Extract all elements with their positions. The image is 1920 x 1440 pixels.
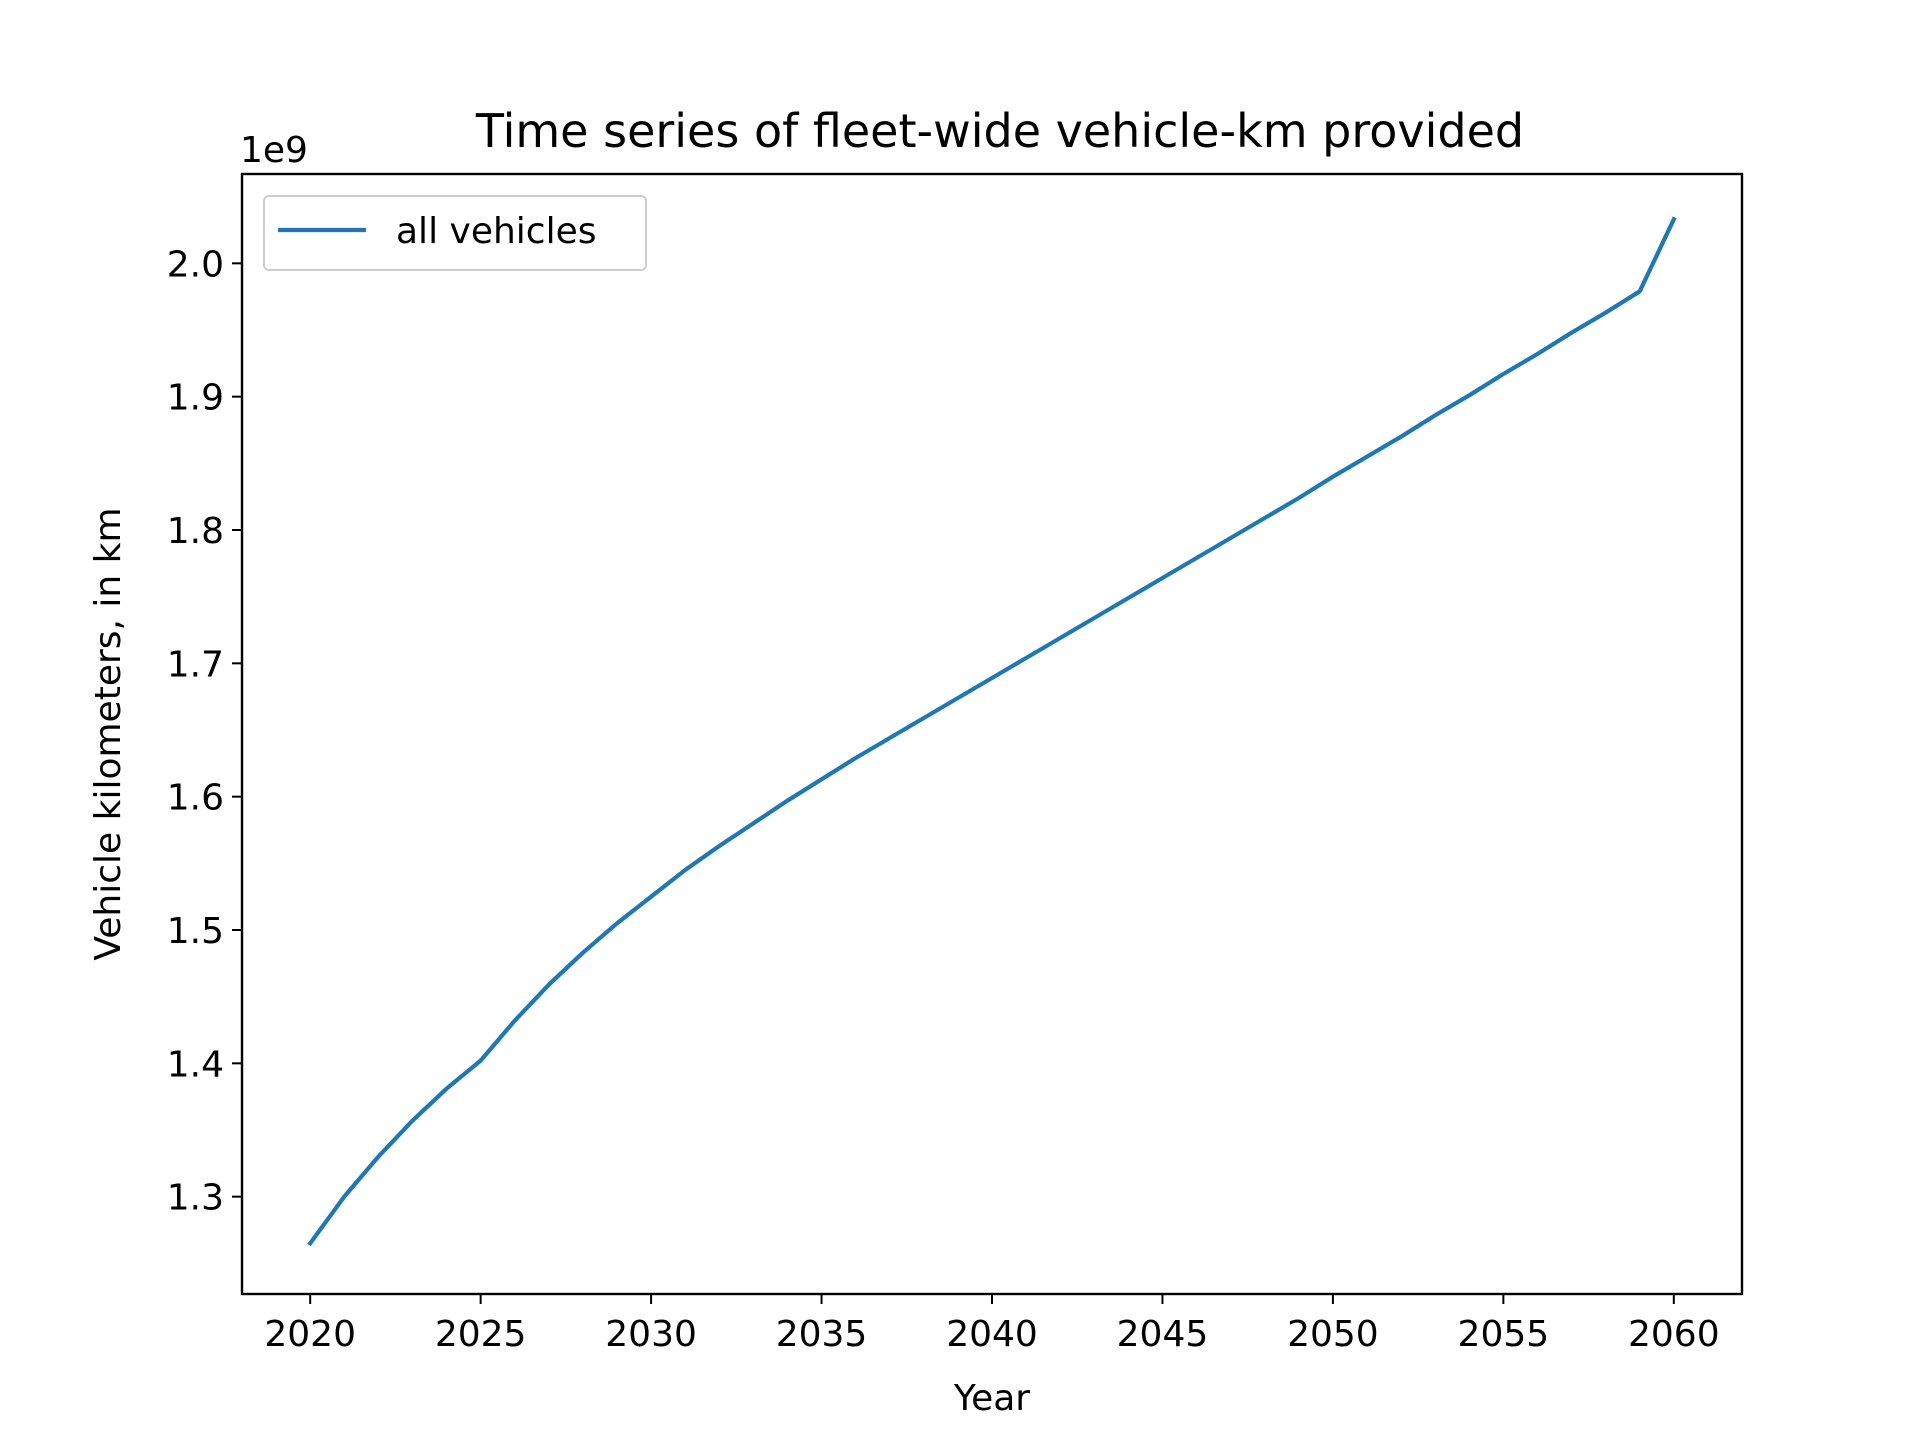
x-tick-label: 2025	[435, 1314, 527, 1355]
x-tick-label: 2050	[1287, 1314, 1379, 1355]
x-tick-label: 2055	[1458, 1314, 1550, 1355]
chart-title: Time series of fleet-wide vehicle-km pro…	[475, 104, 1524, 158]
y-tick-label: 1.7	[167, 644, 224, 685]
x-tick-label: 2045	[1117, 1314, 1209, 1355]
legend-box	[263, 195, 647, 271]
y-axis-label: Vehicle kilometers, in km	[88, 507, 129, 960]
plot-area-frame	[240, 172, 1744, 1296]
x-tick-label: 2020	[264, 1314, 356, 1355]
y-axis-offset-label: 1e9	[240, 130, 308, 171]
y-tick-label: 1.5	[167, 911, 224, 952]
series-layer	[307, 216, 1677, 1247]
x-tick-label: 2040	[946, 1314, 1038, 1355]
x-tick-label: 2060	[1628, 1314, 1720, 1355]
series-line-0	[307, 216, 1677, 1247]
legend: all vehicles	[263, 195, 647, 271]
y-tick-label: 1.4	[167, 1044, 224, 1085]
x-axis-label: Year	[953, 1378, 1030, 1419]
y-tick-label: 1.3	[167, 1178, 224, 1219]
x-tick-label: 2035	[776, 1314, 868, 1355]
y-tick-label: 1.8	[167, 511, 224, 552]
y-tick-label: 1.6	[167, 778, 224, 819]
y-tick-label: 2.0	[167, 244, 224, 285]
x-axis-ticks: 2020 2025 2030 2035 2040 2045 2050 2055 2060	[264, 1294, 1720, 1355]
x-tick-label: 2030	[605, 1314, 697, 1355]
y-tick-label: 1.9	[167, 378, 224, 419]
y-axis-ticks: 1.3 1.4 1.5 1.6 1.7 1.8 1.9 2.0	[167, 244, 242, 1219]
legend-entry-label: all vehicles	[396, 211, 596, 252]
